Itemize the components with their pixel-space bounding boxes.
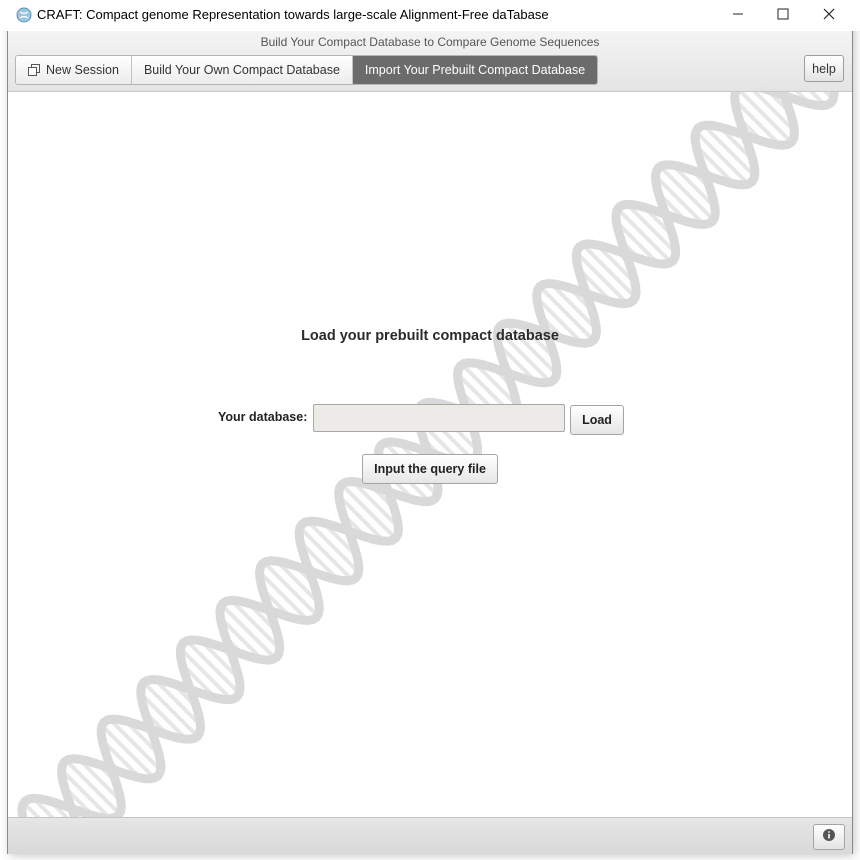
page-heading: Load your prebuilt compact database bbox=[301, 328, 559, 344]
info-icon bbox=[822, 828, 836, 847]
main-panel: Load your prebuilt compact database Your… bbox=[8, 92, 852, 817]
background-page bbox=[0, 0, 8, 860]
toolbar: Build Your Compact Database to Compare G… bbox=[8, 31, 852, 92]
help-button[interactable]: help bbox=[804, 55, 844, 82]
info-button[interactable] bbox=[813, 824, 845, 850]
title-bar: CRAFT: Compact genome Representation tow… bbox=[0, 0, 860, 31]
tab-bar: New Session Build Your Own Compact Datab… bbox=[15, 55, 599, 85]
input-query-file-button[interactable]: Input the query file bbox=[362, 454, 498, 484]
database-path-input[interactable] bbox=[313, 404, 565, 432]
tab-build-database[interactable]: Build Your Own Compact Database bbox=[131, 56, 353, 84]
tab-label: Build Your Own Compact Database bbox=[143, 63, 340, 77]
tab-import-database[interactable]: Import Your Prebuilt Compact Database bbox=[352, 56, 598, 84]
window-title: CRAFT: Compact genome Representation tow… bbox=[37, 7, 549, 22]
tab-label: Import Your Prebuilt Compact Database bbox=[364, 63, 586, 77]
database-label: Your database: bbox=[218, 410, 308, 424]
maximize-button[interactable] bbox=[760, 0, 806, 31]
close-button[interactable] bbox=[806, 0, 852, 31]
craft-app-icon bbox=[16, 7, 32, 23]
dna-helix-watermark bbox=[17, 92, 839, 817]
status-bar bbox=[8, 817, 852, 854]
new-session-icon bbox=[28, 64, 40, 76]
tab-label: New Session bbox=[46, 63, 119, 77]
close-icon bbox=[823, 7, 835, 25]
load-button[interactable]: Load bbox=[570, 405, 624, 435]
minimize-button[interactable] bbox=[715, 0, 761, 31]
minimize-icon bbox=[732, 7, 744, 25]
tab-new-session[interactable]: New Session bbox=[16, 56, 132, 84]
maximize-icon bbox=[777, 7, 789, 25]
toolbar-subtitle: Build Your Compact Database to Compare G… bbox=[260, 35, 600, 49]
